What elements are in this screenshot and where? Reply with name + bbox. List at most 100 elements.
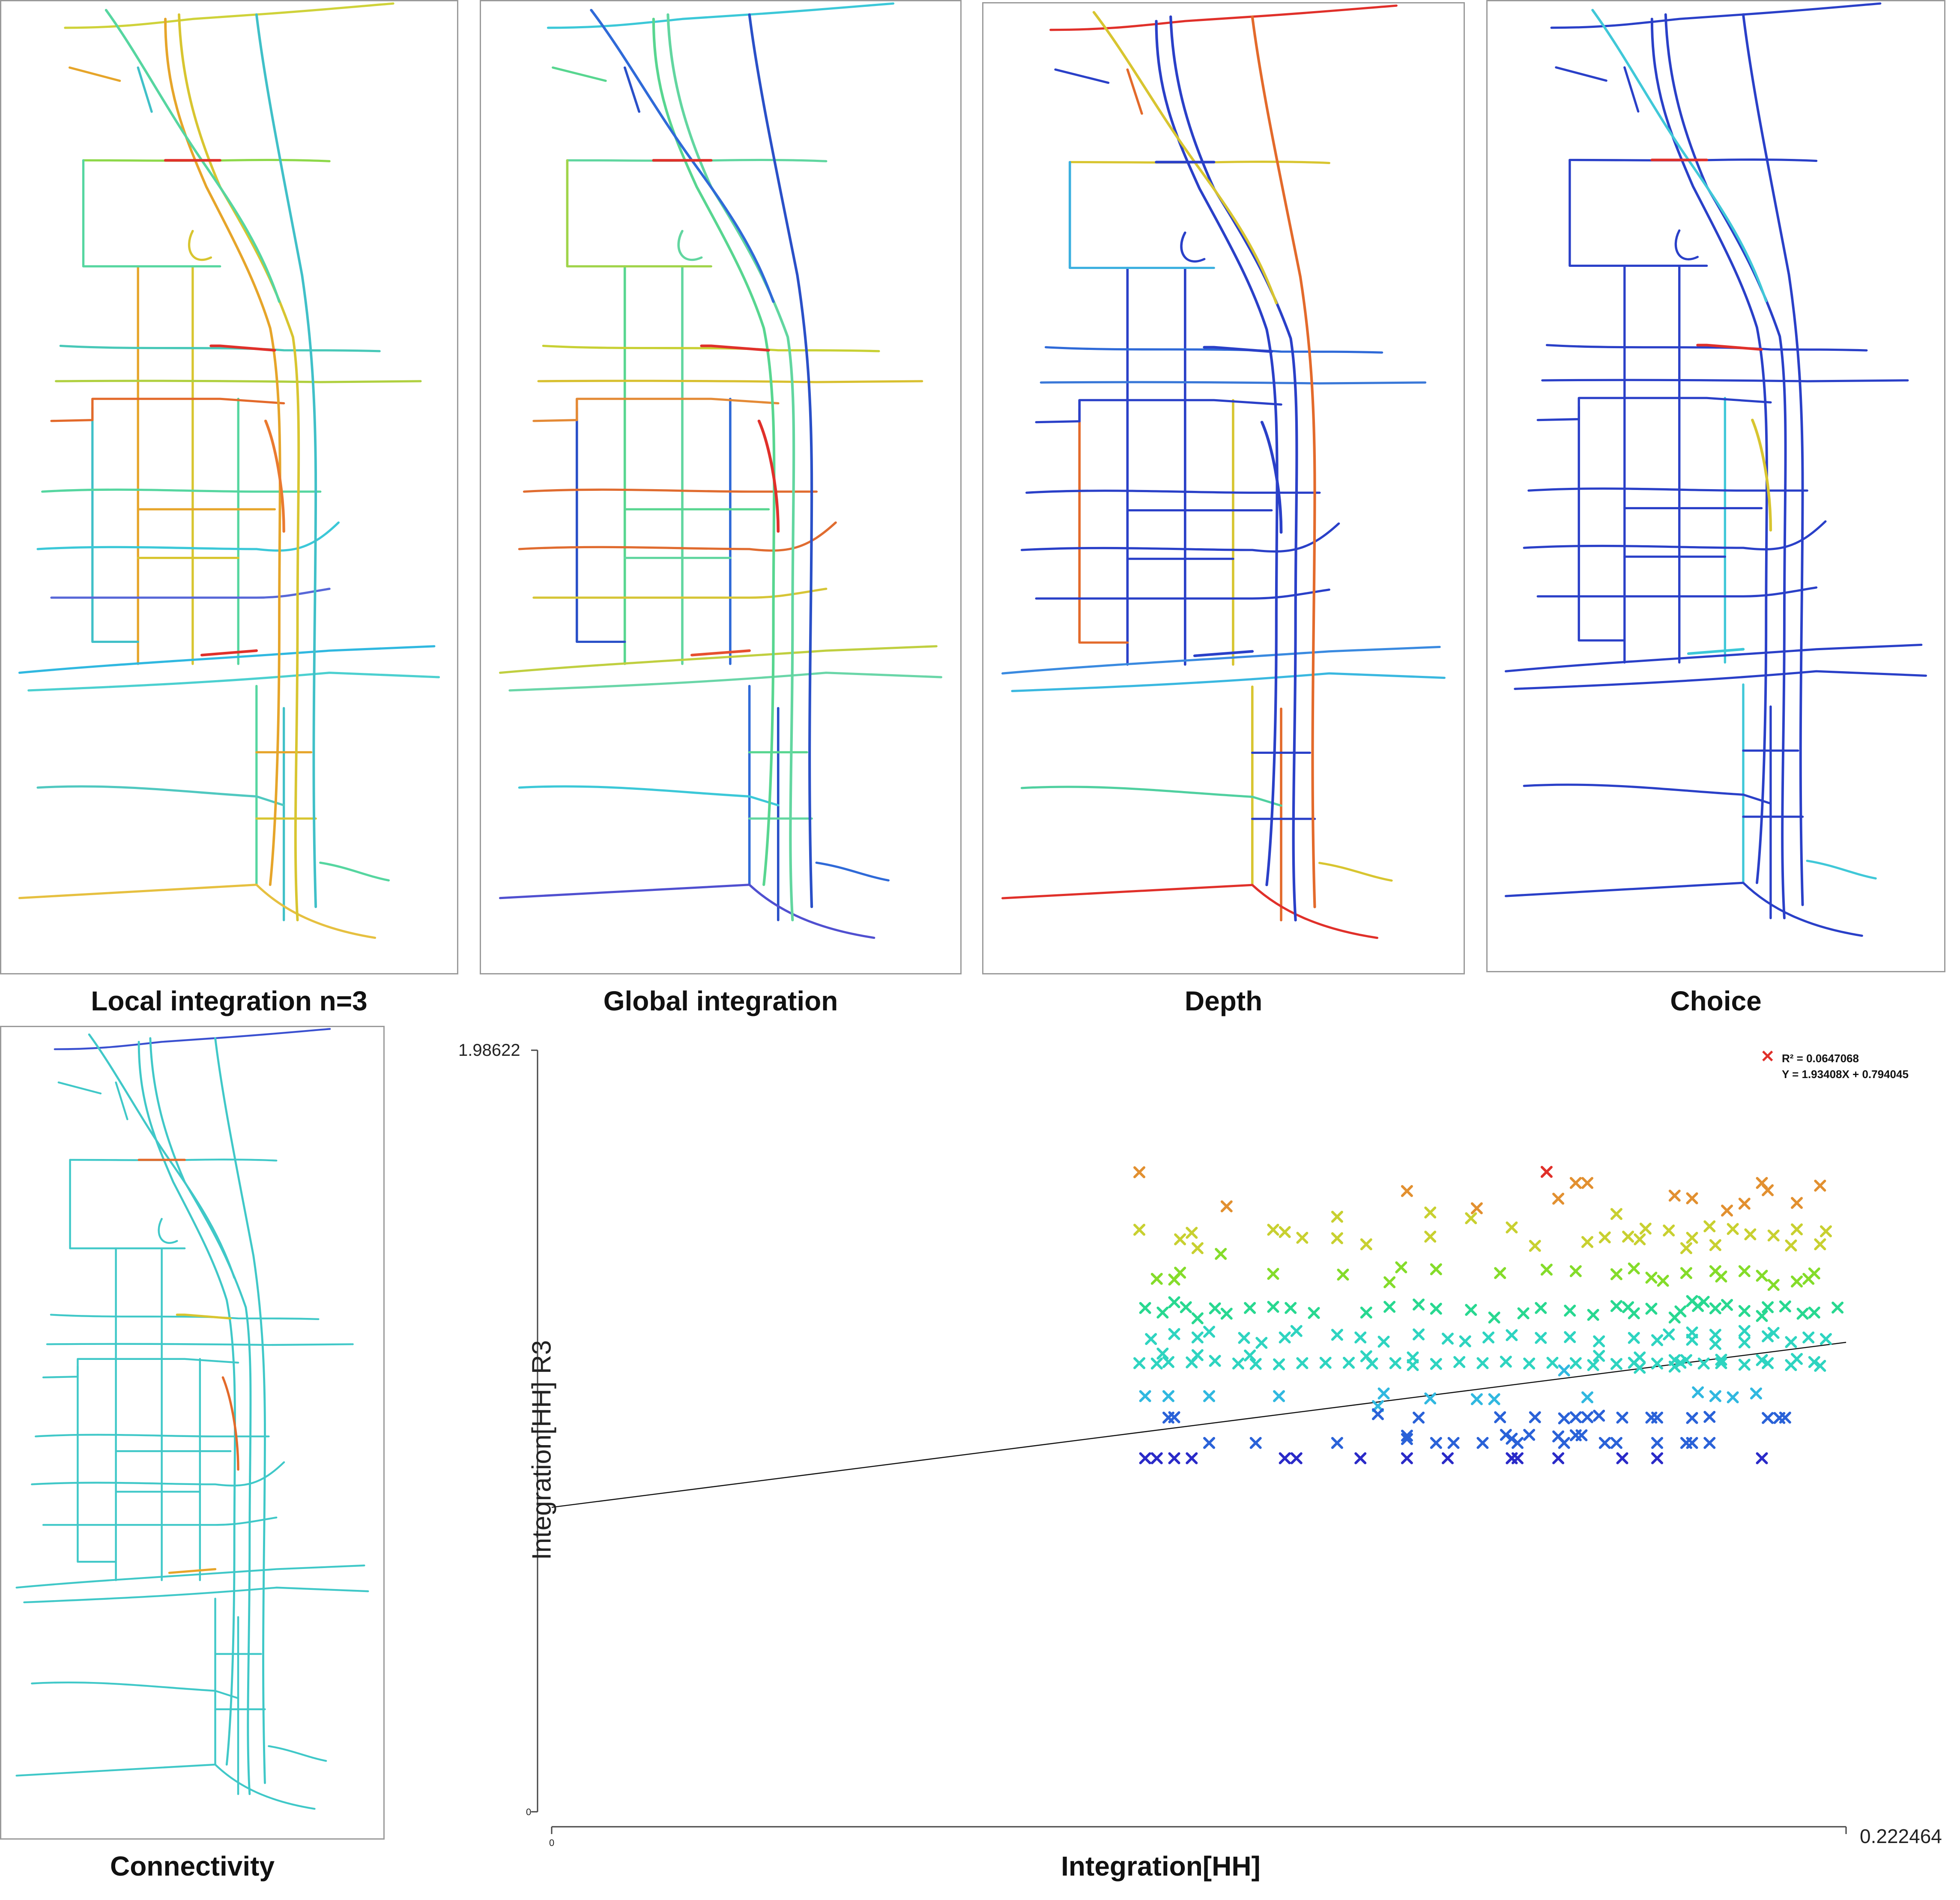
data-point bbox=[1209, 1302, 1221, 1314]
street-segment bbox=[1169, 15, 1298, 922]
street-segment bbox=[552, 66, 607, 82]
data-point bbox=[1249, 1437, 1262, 1449]
street-segment bbox=[499, 884, 875, 939]
data-point bbox=[1634, 1362, 1646, 1374]
data-point bbox=[1598, 1437, 1611, 1449]
street-segment bbox=[1687, 648, 1745, 655]
data-point bbox=[1587, 1308, 1599, 1321]
data-point bbox=[1564, 1331, 1576, 1343]
data-point bbox=[1255, 1337, 1268, 1349]
street-segment bbox=[532, 588, 828, 599]
data-point bbox=[1558, 1364, 1570, 1377]
street-segment bbox=[1251, 15, 1316, 908]
street-segment bbox=[537, 379, 923, 383]
street-segment bbox=[188, 230, 212, 261]
data-point bbox=[1634, 1351, 1646, 1364]
data-point bbox=[1506, 1329, 1518, 1341]
data-point bbox=[1796, 1308, 1809, 1320]
data-point bbox=[1697, 1296, 1710, 1308]
data-point bbox=[1709, 1239, 1721, 1251]
data-point bbox=[1279, 1331, 1291, 1344]
street-segment bbox=[1527, 487, 1808, 492]
data-point bbox=[1808, 1356, 1820, 1368]
network-graph bbox=[15, 1028, 369, 1810]
data-point bbox=[1168, 1296, 1180, 1308]
data-point bbox=[1738, 1336, 1751, 1349]
street-segment bbox=[18, 884, 376, 939]
data-point bbox=[1430, 1358, 1442, 1370]
street-segment bbox=[200, 649, 258, 657]
data-point bbox=[1145, 1333, 1157, 1345]
data-point bbox=[1529, 1240, 1541, 1252]
data-point bbox=[1686, 1326, 1698, 1339]
data-point bbox=[1413, 1328, 1425, 1341]
data-point bbox=[1645, 1303, 1658, 1315]
data-point bbox=[1762, 1357, 1774, 1369]
data-point bbox=[1680, 1437, 1692, 1449]
street-segment bbox=[178, 13, 300, 922]
data-point bbox=[1511, 1452, 1524, 1464]
map-global-integration bbox=[480, 0, 962, 974]
data-point bbox=[1267, 1268, 1279, 1280]
street-segment bbox=[149, 1037, 252, 1795]
data-point bbox=[1244, 1302, 1256, 1314]
data-point bbox=[1709, 1390, 1721, 1402]
data-point bbox=[1494, 1267, 1506, 1279]
data-point bbox=[1767, 1229, 1780, 1242]
data-point bbox=[1459, 1335, 1471, 1347]
data-point bbox=[1791, 1275, 1803, 1288]
street-segment bbox=[1180, 231, 1206, 263]
data-point bbox=[1465, 1212, 1477, 1225]
data-point bbox=[1785, 1336, 1797, 1348]
x-tick-label-max: 0.222464 bbox=[1860, 1825, 1942, 1847]
data-point bbox=[1709, 1338, 1721, 1350]
street-segment bbox=[748, 13, 813, 908]
data-point bbox=[1762, 1330, 1774, 1342]
street-segment bbox=[137, 66, 153, 113]
street-segment bbox=[82, 158, 331, 162]
data-point bbox=[1552, 1192, 1565, 1205]
data-point bbox=[1581, 1391, 1593, 1404]
data-point bbox=[1721, 1204, 1733, 1217]
data-point bbox=[1139, 1302, 1151, 1314]
data-point bbox=[1203, 1390, 1216, 1402]
data-point bbox=[1802, 1331, 1815, 1344]
data-point bbox=[1569, 1177, 1582, 1189]
data-point bbox=[1273, 1358, 1285, 1371]
street-segment bbox=[319, 861, 390, 881]
data-point bbox=[1377, 1387, 1390, 1400]
data-point bbox=[1651, 1437, 1663, 1449]
data-point bbox=[1191, 1242, 1204, 1255]
x-axis-label: Integration[HH] bbox=[1061, 1851, 1261, 1882]
data-point bbox=[1360, 1350, 1372, 1362]
street-segment bbox=[1078, 408, 1129, 644]
street-segment bbox=[508, 672, 943, 692]
data-point bbox=[1174, 1267, 1186, 1279]
street-segment bbox=[69, 1159, 278, 1162]
data-point bbox=[1180, 1301, 1192, 1313]
data-point bbox=[1191, 1349, 1204, 1361]
data-point bbox=[1430, 1303, 1442, 1315]
data-point bbox=[1727, 1223, 1739, 1235]
data-point bbox=[1354, 1452, 1367, 1464]
data-point bbox=[1360, 1306, 1372, 1319]
street-segment bbox=[158, 1218, 178, 1244]
data-point bbox=[1628, 1332, 1640, 1344]
data-point bbox=[1220, 1200, 1233, 1213]
data-point bbox=[1453, 1356, 1466, 1368]
street-segment bbox=[1054, 68, 1110, 84]
data-point bbox=[1598, 1231, 1611, 1244]
data-point bbox=[1552, 1452, 1565, 1464]
data-point bbox=[1517, 1307, 1530, 1320]
street-segment bbox=[652, 18, 776, 886]
data-point bbox=[1476, 1357, 1489, 1369]
street-segment bbox=[815, 861, 890, 881]
data-point bbox=[1814, 1238, 1826, 1251]
data-point bbox=[1168, 1411, 1180, 1423]
street-segment bbox=[115, 1081, 128, 1120]
street-segment bbox=[1523, 783, 1772, 805]
data-point bbox=[1686, 1295, 1698, 1307]
data-point bbox=[1273, 1390, 1285, 1402]
data-point bbox=[1337, 1268, 1349, 1281]
data-point bbox=[1470, 1202, 1483, 1215]
